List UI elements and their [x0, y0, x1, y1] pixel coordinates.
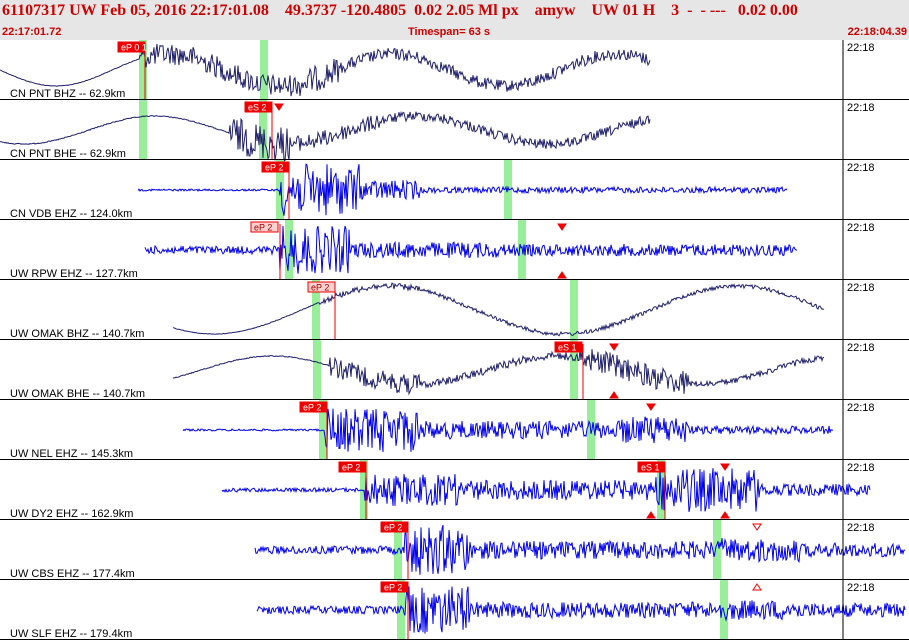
- minute-label: 22:18: [847, 582, 875, 594]
- seismogram-panel[interactable]: eP 0 1 22:18 CN PNT BHZ -- 62.9km eS 2 22:18…: [0, 40, 909, 640]
- analysis-window: [139, 40, 147, 100]
- arrival-marker: [752, 583, 762, 591]
- pick-label: eP 2: [311, 283, 329, 293]
- arrival-marker: [557, 271, 567, 279]
- pick-marker[interactable]: [338, 461, 367, 473]
- waveform: [0, 110, 651, 162]
- minute-label: 22:18: [847, 282, 875, 294]
- pick-marker[interactable]: [244, 101, 273, 113]
- start-time: 22:17:01.72: [2, 26, 62, 38]
- minute-label: 22:18: [847, 222, 875, 234]
- arrival-marker: [720, 511, 730, 519]
- pick-marker[interactable]: [261, 161, 290, 173]
- station-label: CN PNT BHE -- 62.9km: [10, 148, 126, 160]
- pick-marker[interactable]: [637, 461, 666, 473]
- analysis-window: [570, 280, 578, 340]
- waveform: [221, 468, 871, 512]
- trace-track[interactable]: eS 2 22:18 CN PNT BHE -- 62.9km: [0, 100, 909, 162]
- pick-label: eS 2: [248, 103, 267, 113]
- arrival-marker: [646, 511, 656, 519]
- station-label: UW CBS EHZ -- 177.4km: [10, 568, 135, 580]
- pick-label: eP 2: [384, 523, 402, 533]
- pick-marker[interactable]: [380, 521, 409, 533]
- pick-label: eP 2: [265, 163, 283, 173]
- end-time: 22:18:04.39: [847, 26, 907, 38]
- trace-track[interactable]: eP 2 22:18 CN VDB EHZ -- 124.0km: [0, 160, 909, 220]
- station-label: UW DY2 EHZ -- 162.9km: [10, 508, 133, 520]
- analysis-window: [312, 280, 320, 340]
- waveform: [137, 163, 788, 216]
- analysis-window: [285, 220, 293, 280]
- pick-label: eP 2: [384, 583, 402, 593]
- pick-label: eS 1: [641, 463, 660, 473]
- trace-track[interactable]: eP 2 22:18 UW RPW EHZ -- 127.7km: [0, 220, 909, 280]
- pick-marker[interactable]: [380, 581, 409, 593]
- pick-marker[interactable]: [250, 221, 279, 233]
- trace-track[interactable]: eP 0 1 22:18 CN PNT BHZ -- 62.9km: [0, 40, 909, 100]
- waveform: [0, 43, 651, 97]
- waveform: [172, 282, 825, 337]
- pick-label: eS 1: [558, 343, 577, 353]
- station-label: UW OMAK BHE -- 140.7km: [10, 388, 145, 400]
- station-label: UW RPW EHZ -- 127.7km: [10, 268, 138, 280]
- analysis-window: [139, 100, 147, 160]
- minute-label: 22:18: [847, 402, 875, 414]
- analysis-window: [713, 520, 721, 580]
- pick-marker[interactable]: [299, 401, 328, 413]
- analysis-window: [504, 160, 512, 220]
- arrival-marker: [609, 391, 619, 399]
- arrival-marker: [274, 103, 284, 111]
- station-label: CN VDB EHZ -- 124.0km: [10, 208, 132, 220]
- pick-label: eP 0 1: [121, 43, 147, 53]
- arrival-marker: [720, 463, 730, 471]
- station-label: UW SLF EHZ -- 179.4km: [10, 628, 132, 640]
- pick-label: eP 2: [254, 223, 272, 233]
- pick-marker[interactable]: [117, 41, 146, 53]
- arrival-marker: [752, 523, 762, 531]
- arrival-marker: [609, 343, 619, 351]
- station-label: CN PNT BHZ -- 62.9km: [10, 88, 125, 100]
- waveform: [144, 225, 798, 274]
- pick-label: eP 2: [342, 463, 360, 473]
- waveform: [172, 349, 825, 396]
- arrival-marker: [646, 403, 656, 411]
- trace-track[interactable]: eP 2 eS 1 22:18 UW DY2 EHZ -- 162.9km: [0, 460, 909, 520]
- analysis-window: [570, 340, 578, 400]
- analysis-window: [260, 40, 268, 100]
- analysis-window: [397, 580, 405, 640]
- minute-label: 22:18: [847, 102, 875, 114]
- arrival-marker: [557, 223, 567, 231]
- trace-track[interactable]: eP 2 22:18 UW NEL EHZ -- 145.3km: [0, 400, 909, 460]
- pick-marker[interactable]: [554, 341, 583, 353]
- trace-track[interactable]: eS 1 22:18 UW OMAK BHE -- 140.7km: [0, 340, 909, 400]
- minute-label: 22:18: [847, 162, 875, 174]
- event-title: 61107317 UW Feb 05, 2016 22:17:01.08 49.…: [2, 2, 798, 19]
- timespan-label: Timespan= 63 s: [408, 26, 491, 38]
- waveform: [254, 524, 906, 575]
- pick-marker[interactable]: [307, 281, 336, 293]
- minute-label: 22:18: [847, 342, 875, 354]
- station-label: UW OMAK BHZ -- 140.7km: [10, 328, 144, 340]
- trace-track[interactable]: eP 2 22:18 UW CBS EHZ -- 177.4km: [0, 520, 909, 580]
- waveform: [182, 408, 834, 453]
- minute-label: 22:18: [847, 462, 875, 474]
- pick-label: eP 2: [303, 403, 321, 413]
- minute-label: 22:18: [847, 522, 875, 534]
- trace-track[interactable]: eP 2 22:18 UW OMAK BHZ -- 140.7km: [0, 280, 909, 340]
- trace-track[interactable]: eP 2 22:18 UW SLF EHZ -- 179.4km: [0, 580, 909, 640]
- header-bar: 61107317 UW Feb 05, 2016 22:17:01.08 49.…: [0, 0, 909, 40]
- analysis-window: [313, 340, 321, 400]
- waveform: [256, 586, 906, 634]
- analysis-window: [259, 100, 267, 160]
- minute-label: 22:18: [847, 42, 875, 54]
- station-label: UW NEL EHZ -- 145.3km: [10, 448, 133, 460]
